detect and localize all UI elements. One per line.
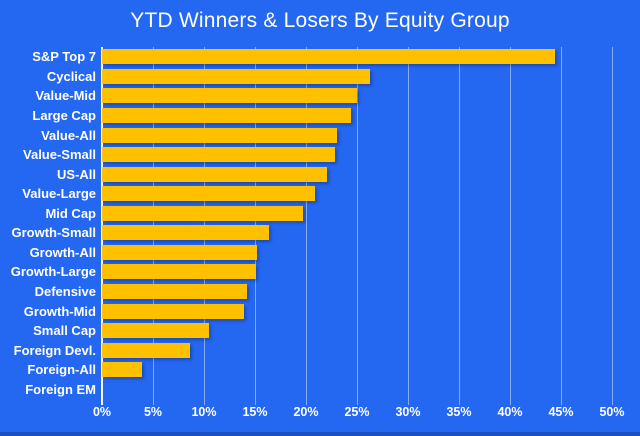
bar: [102, 127, 337, 143]
bar-row: [102, 67, 612, 87]
category-label: Value-Small: [23, 147, 96, 163]
x-axis: 0% 5% 10% 15% 20% 25% 30% 35% 40% 45% 50%: [93, 402, 625, 424]
x-tick-label: 25%: [344, 405, 370, 419]
category-label: Foreign Devl.: [13, 342, 96, 358]
bar-row: [102, 340, 612, 360]
gridline: [459, 47, 460, 405]
bar: [102, 205, 303, 221]
category-label: Cyclical: [46, 68, 96, 84]
category-axis: S&P Top 7 Cyclical Value-Mid Large Cap Value…: [0, 47, 96, 399]
category-label: US-All: [57, 166, 96, 182]
x-tick-label: 20%: [293, 405, 319, 419]
bar: [102, 107, 351, 123]
gridline: [561, 47, 562, 405]
bar-row: [102, 380, 612, 400]
bar: [102, 342, 190, 358]
category-label: Large Cap: [32, 107, 96, 123]
bar-series: [102, 47, 612, 399]
chart-title: YTD Winners & Losers By Equity Group: [130, 9, 510, 32]
category-label: Growth-All: [29, 244, 96, 260]
bar-row: [102, 204, 612, 224]
bar: [102, 147, 335, 163]
bar-row: [102, 321, 612, 341]
category-label: Defensive: [34, 284, 96, 300]
x-tick-label: 5%: [143, 405, 163, 419]
category-label: Growth-Small: [11, 225, 96, 241]
bar: [102, 284, 247, 300]
x-tick-label: 40%: [497, 405, 523, 419]
bar-row: [102, 301, 612, 321]
bar: [102, 166, 328, 182]
bar: [102, 323, 210, 339]
bar: [102, 244, 258, 260]
bar: [102, 68, 371, 84]
bottom-edge-strip: [0, 432, 640, 436]
category-label: Mid Cap: [45, 205, 96, 221]
category-label: Foreign-All: [27, 362, 96, 378]
category-label: Growth-Large: [10, 264, 96, 280]
category-label: Foreign EM: [25, 381, 96, 397]
x-tick-label: 50%: [599, 405, 625, 419]
bar-row: [102, 164, 612, 184]
category-label: S&P Top 7: [32, 49, 96, 65]
bar-row: [102, 360, 612, 380]
bar-row: [102, 223, 612, 243]
bar-row: [102, 145, 612, 165]
category-label: Value-Large: [22, 186, 96, 202]
bar-row: [102, 282, 612, 302]
x-tick-label: 15%: [242, 405, 268, 419]
bar: [102, 362, 142, 378]
gridline: [306, 47, 307, 405]
x-tick-label: 10%: [191, 405, 217, 419]
bar-row: [102, 243, 612, 263]
x-tick-label: 0%: [92, 405, 112, 419]
gridline: [510, 47, 511, 405]
bar-row: [102, 47, 612, 67]
category-label: Value-All: [41, 127, 96, 143]
bar: [102, 225, 270, 241]
gridline: [612, 47, 613, 405]
bar-row: [102, 184, 612, 204]
category-label: Value-Mid: [35, 88, 96, 104]
gridline: [357, 47, 358, 405]
x-tick-label: 30%: [395, 405, 421, 419]
x-tick-label: 45%: [548, 405, 574, 419]
bar-row: [102, 262, 612, 282]
x-tick-label: 35%: [446, 405, 472, 419]
gridline: [408, 47, 409, 405]
bar: [102, 264, 257, 280]
plot-area: [101, 47, 613, 405]
category-label: Growth-Mid: [23, 303, 96, 319]
bar-row: [102, 125, 612, 145]
category-label: Small Cap: [33, 323, 96, 339]
bar: [102, 303, 244, 319]
bar: [102, 88, 357, 104]
bar: [102, 186, 316, 202]
bar-row: [102, 86, 612, 106]
bar: [102, 49, 555, 65]
bar-row: [102, 106, 612, 126]
